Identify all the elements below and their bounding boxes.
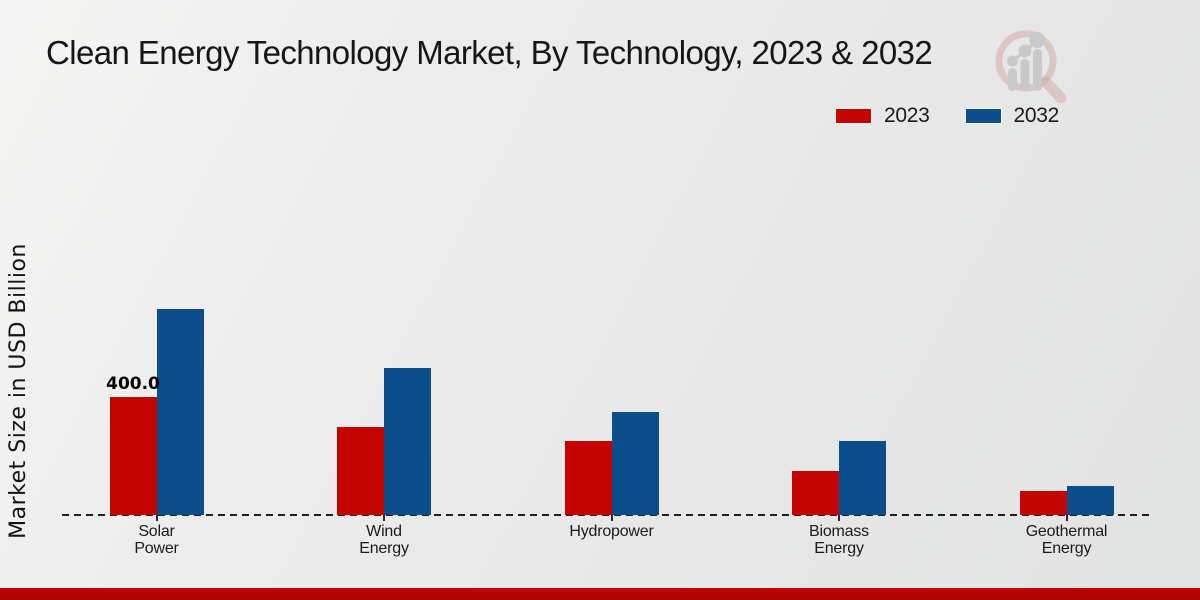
legend-swatch-icon [836,109,871,123]
legend-swatch-icon [965,109,1001,123]
footer-accent-bar [0,588,1200,600]
bar-2023-wind-energy [337,426,384,515]
bar-2032-geothermal-energy [1066,485,1114,515]
magnifier-handle-icon [1040,76,1067,104]
category-label: Wind Energy [359,523,409,557]
bar-2023-hydropower [564,441,612,515]
axis-tick [1065,515,1068,521]
category-label: Solar Power [134,523,179,557]
bar-2032-biomass-energy [839,441,886,515]
axis-tick [838,515,840,521]
axis-tick [155,515,158,521]
legend-label: 2032 [1013,104,1060,127]
bar-2023-solar-power [109,397,157,515]
y-axis-label: Market Size in USD Billion [6,243,31,539]
legend: 2023 2032 [836,104,1059,128]
legend-label: 2023 [884,104,930,127]
bar-chart-glyph-icon [1007,32,1046,91]
category-label: Geothermal Energy [1025,523,1108,557]
axis-tick [383,515,385,521]
brand-watermark-logo [995,30,1067,104]
axis-tick [610,515,613,521]
bar-2023-geothermal-energy [1019,491,1067,515]
legend-item-2023: 2023 [836,104,930,128]
chart-title: Clean Energy Technology Market, By Techn… [46,34,933,71]
legend-item-2032: 2032 [965,104,1060,128]
bar-value-label: 400.0 [106,374,160,394]
bar-2032-solar-power [156,308,204,515]
bar-2023-biomass-energy [792,470,839,515]
x-axis-baseline [62,514,1153,516]
category-label: Hydropower [569,523,654,540]
bar-2032-wind-energy [384,367,431,515]
bar-2032-hydropower [611,411,659,515]
category-label: Biomass Energy [809,523,869,557]
